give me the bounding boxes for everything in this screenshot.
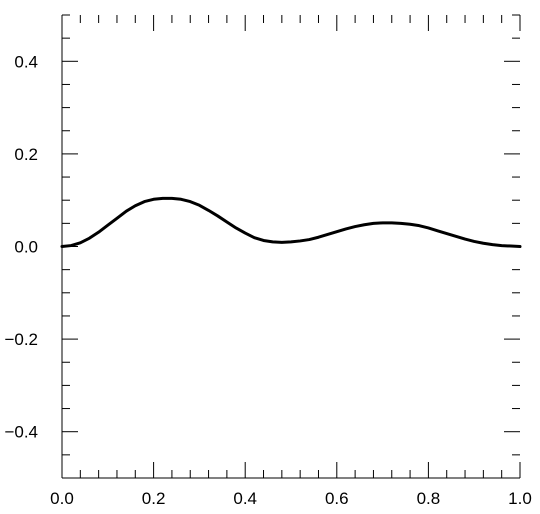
series-line: [60, 196, 522, 248]
y-tick-label: 0.2: [14, 145, 38, 164]
y-tick-label: 0.4: [14, 52, 38, 71]
tick-labels: 0.0 0.2 0.4 0.6 0.8 1.0 −0.4 −0.2 0.0 0.2 0.4: [4, 52, 531, 508]
y-tick-label: −0.2: [4, 330, 38, 349]
y-tick-label: −0.4: [4, 423, 38, 442]
axis-ticks: [61, 14, 521, 479]
x-tick-label: 0.2: [142, 489, 166, 508]
data-series: [60, 196, 522, 248]
x-tick-label: 0.8: [417, 489, 441, 508]
x-tick-label: 0.6: [325, 489, 349, 508]
x-tick-label: 0.0: [50, 489, 74, 508]
x-tick-label: 0.4: [233, 489, 257, 508]
x-tick-label: 1.0: [508, 489, 532, 508]
plot-axes: [61, 15, 520, 479]
y-tick-label: 0.0: [14, 238, 38, 257]
